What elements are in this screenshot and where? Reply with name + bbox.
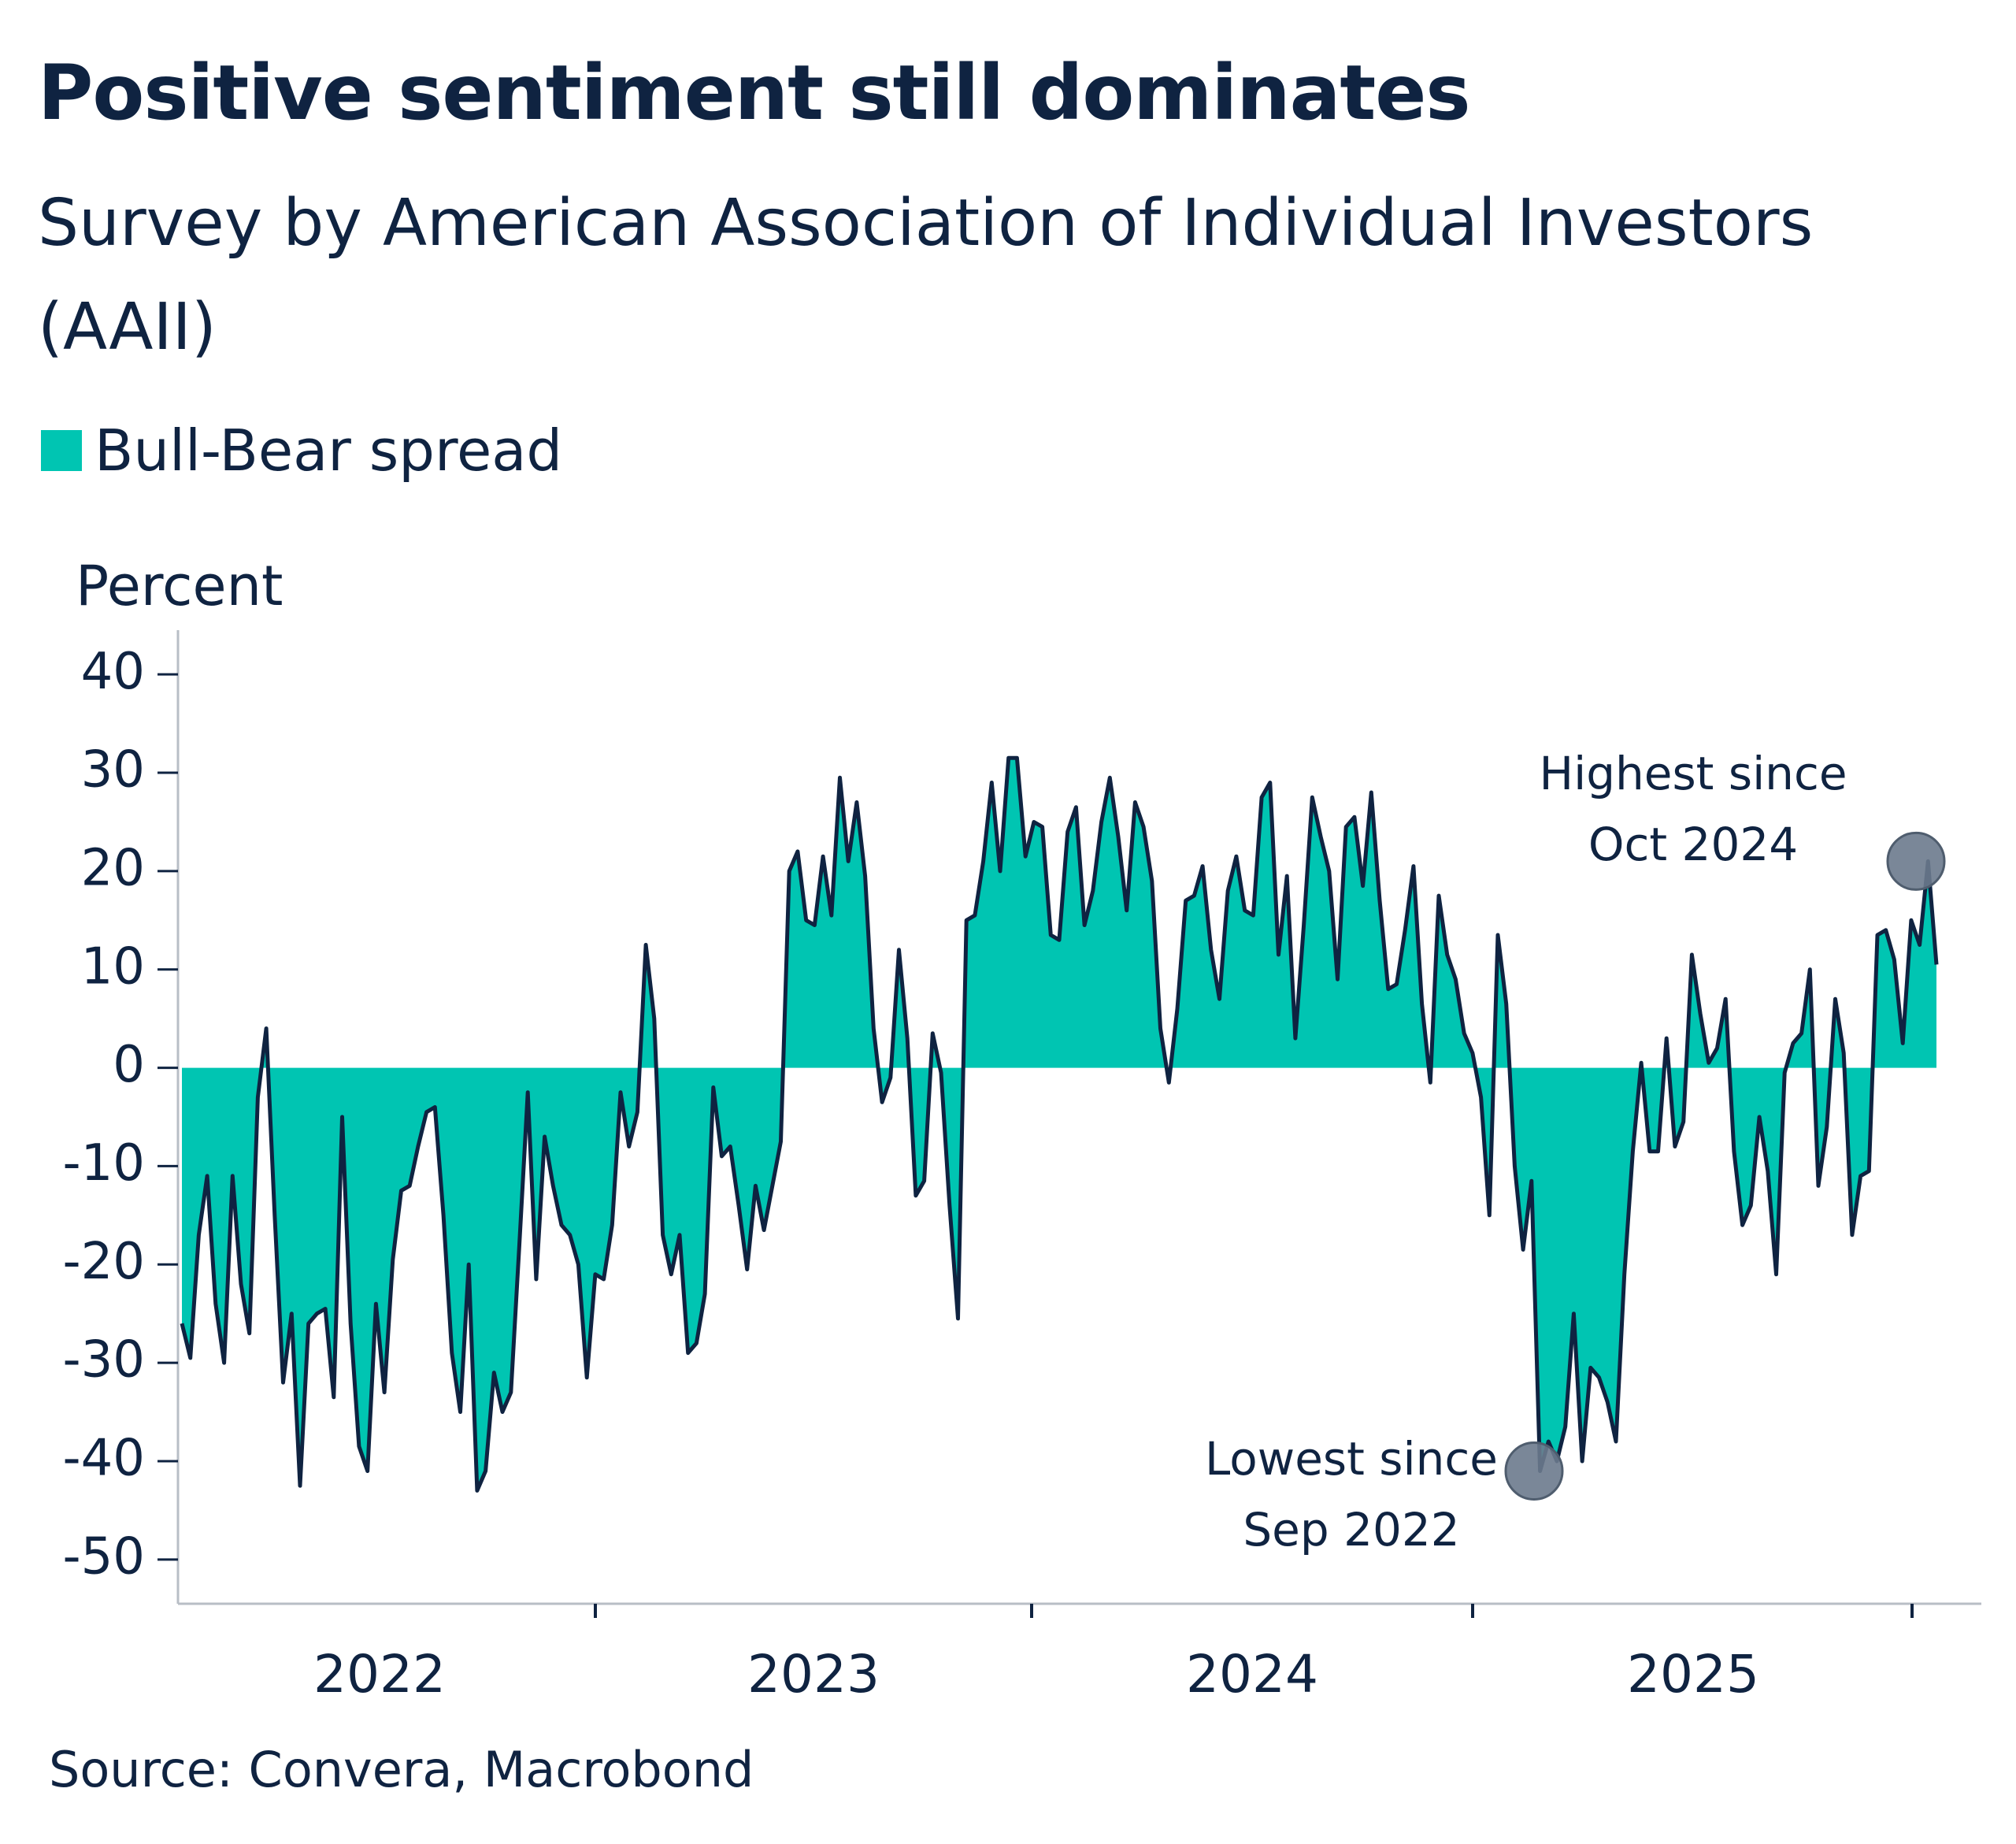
x-tick-label: 2023 xyxy=(747,1644,880,1705)
x-tick-label: 2024 xyxy=(1186,1644,1318,1705)
y-tick-label: -10 xyxy=(62,1134,145,1193)
legend-swatch xyxy=(41,430,82,471)
axes-layer: 40 30 20 10 0 -10 -20 -30 -40 -50 2022 2023 2024 2025 xyxy=(62,630,1981,1705)
chart-title: Positive sentiment still dominates xyxy=(38,49,1470,137)
y-tick-label: -40 xyxy=(62,1430,145,1488)
chart-subtitle: Survey by American Association of Indivi… xyxy=(38,186,1814,365)
y-tick-label: -20 xyxy=(62,1233,145,1291)
y-tick-label: -50 xyxy=(62,1527,145,1586)
series-layer xyxy=(180,755,1939,1493)
y-tick-label: -30 xyxy=(62,1331,145,1389)
legend: Bull-Bear spread xyxy=(41,417,562,484)
annotation-marker xyxy=(1504,1441,1564,1501)
y-tick-label: 0 xyxy=(113,1036,145,1094)
x-tick-label: 2025 xyxy=(1627,1644,1759,1705)
annotation-layer: Lowest since Sep 2022 Highest since Oct 202… xyxy=(1205,747,1946,1556)
x-tick-label: 2022 xyxy=(313,1644,446,1705)
y-tick-label: 30 xyxy=(81,741,145,800)
series-line xyxy=(180,755,1939,1493)
annotation-label: Oct 2024 xyxy=(1588,818,1798,871)
y-tick-label: 10 xyxy=(81,937,145,996)
annotation-label: Lowest since xyxy=(1205,1432,1498,1486)
y-tick-label: 40 xyxy=(81,643,145,701)
annotation-label: Highest since xyxy=(1539,747,1847,800)
legend-label: Bull-Bear spread xyxy=(94,417,563,484)
annotation-marker xyxy=(1886,831,1946,891)
y-tick-label: 20 xyxy=(81,839,145,897)
annotation-label: Sep 2022 xyxy=(1243,1503,1459,1556)
source-note: Source: Convera, Macrobond xyxy=(49,1741,754,1798)
y-axis-label: Percent xyxy=(76,554,283,618)
